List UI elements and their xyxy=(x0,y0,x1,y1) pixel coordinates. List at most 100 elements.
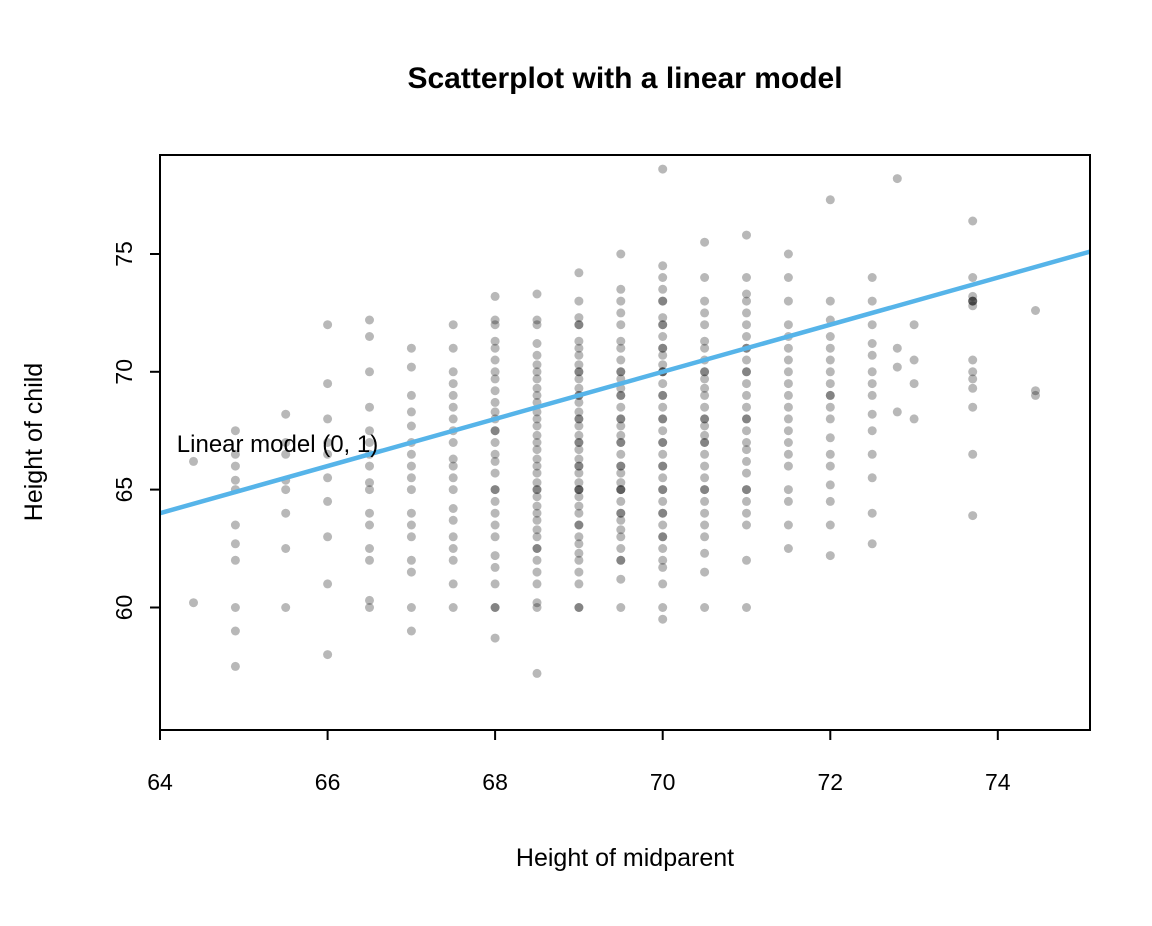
data-point xyxy=(532,501,542,511)
data-point xyxy=(365,461,374,471)
data-point xyxy=(742,390,751,400)
data-point xyxy=(742,485,751,495)
data-point xyxy=(909,355,919,365)
data-point xyxy=(867,390,877,400)
data-point xyxy=(490,374,500,384)
data-point xyxy=(574,603,584,612)
data-point xyxy=(574,407,584,417)
data-point xyxy=(574,567,584,577)
data-point xyxy=(658,603,668,612)
data-point xyxy=(658,461,668,471)
data-point xyxy=(616,336,626,346)
data-point xyxy=(365,520,374,530)
data-point xyxy=(616,515,626,525)
data-point xyxy=(783,379,793,389)
data-point xyxy=(281,409,291,419)
data-point xyxy=(532,421,542,431)
data-point xyxy=(658,473,668,483)
y-axis-label: Height of child xyxy=(20,363,48,521)
x-tick-label: 66 xyxy=(315,769,341,795)
data-point xyxy=(783,496,793,506)
data-point xyxy=(700,374,710,384)
data-point xyxy=(825,390,835,400)
data-point xyxy=(616,508,626,518)
data-point xyxy=(230,475,240,485)
data-point xyxy=(658,313,668,323)
data-point xyxy=(490,426,500,436)
data-point xyxy=(230,661,240,671)
data-point xyxy=(448,414,458,424)
data-point xyxy=(700,308,710,318)
data-point xyxy=(365,332,374,341)
data-point xyxy=(532,567,542,577)
data-point xyxy=(658,532,668,542)
data-point xyxy=(867,409,877,419)
data-point xyxy=(867,367,877,377)
data-point xyxy=(574,555,584,565)
data-point xyxy=(323,414,333,424)
data-point xyxy=(658,496,668,506)
data-point xyxy=(574,461,584,471)
data-point xyxy=(532,468,542,478)
data-point xyxy=(658,320,668,330)
data-point xyxy=(783,426,793,436)
data-point xyxy=(1031,306,1040,315)
data-point xyxy=(574,313,584,323)
data-point xyxy=(658,426,668,436)
data-point xyxy=(968,301,978,311)
data-point xyxy=(490,485,500,495)
data-point xyxy=(230,626,240,636)
data-point xyxy=(909,414,919,424)
data-point xyxy=(189,456,198,466)
data-point xyxy=(448,402,458,412)
data-point xyxy=(323,532,333,542)
data-point xyxy=(574,485,584,495)
data-point xyxy=(616,249,626,259)
data-point xyxy=(968,367,978,377)
data-point xyxy=(783,343,793,353)
data-point xyxy=(365,544,374,553)
data-point xyxy=(700,438,710,447)
data-point xyxy=(783,296,793,306)
data-point xyxy=(658,261,668,271)
data-point xyxy=(700,383,710,393)
data-point xyxy=(574,414,584,424)
chart-title: Scatterplot with a linear model xyxy=(407,62,842,95)
data-point xyxy=(574,268,584,278)
data-point xyxy=(574,468,584,478)
data-point xyxy=(742,603,751,612)
data-point xyxy=(616,343,626,353)
data-point xyxy=(323,473,333,483)
data-point xyxy=(658,485,668,495)
data-point xyxy=(825,433,835,443)
data-point xyxy=(448,515,458,525)
data-point xyxy=(281,544,291,553)
data-point xyxy=(490,551,500,561)
data-point xyxy=(658,461,668,471)
data-point xyxy=(365,426,374,436)
data-point xyxy=(616,414,626,424)
data-point xyxy=(230,520,240,530)
data-point xyxy=(700,390,710,400)
data-point xyxy=(1031,386,1040,396)
data-point xyxy=(700,449,710,459)
data-point xyxy=(867,473,877,483)
data-point xyxy=(968,383,978,393)
data-point xyxy=(742,379,751,389)
data-point xyxy=(574,414,584,424)
data-point xyxy=(532,315,542,325)
data-point xyxy=(700,532,710,542)
data-point xyxy=(825,296,835,306)
data-point xyxy=(867,320,877,330)
data-point xyxy=(574,374,584,384)
data-point xyxy=(323,379,333,389)
data-point xyxy=(658,532,668,542)
data-point xyxy=(365,555,374,565)
data-point xyxy=(616,525,626,535)
data-point xyxy=(574,367,584,377)
data-point xyxy=(616,320,626,330)
data-point xyxy=(532,532,542,542)
data-point xyxy=(867,508,877,518)
y-tick-label: 60 xyxy=(111,595,137,621)
